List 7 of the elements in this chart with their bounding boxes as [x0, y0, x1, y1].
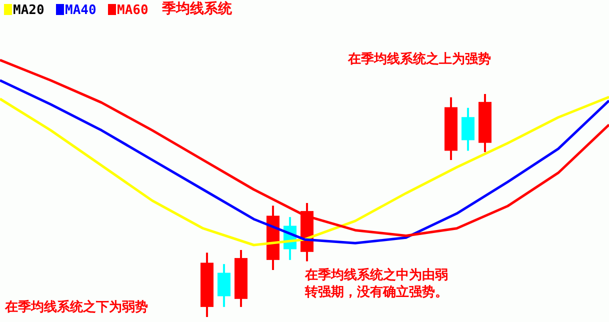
legend-label: MA60: [117, 3, 148, 18]
text: 在季均线系统之下为弱势: [4, 299, 148, 315]
legend-label: MA20: [13, 3, 44, 18]
annotation: 在季均线系统之中为由弱转强期，没有确立强势。: [304, 267, 448, 300]
chart-title: 季均线系统: [161, 0, 233, 17]
annotation: 在季均线系统之上为强势: [347, 51, 491, 67]
legend-label: MA40: [65, 3, 96, 18]
